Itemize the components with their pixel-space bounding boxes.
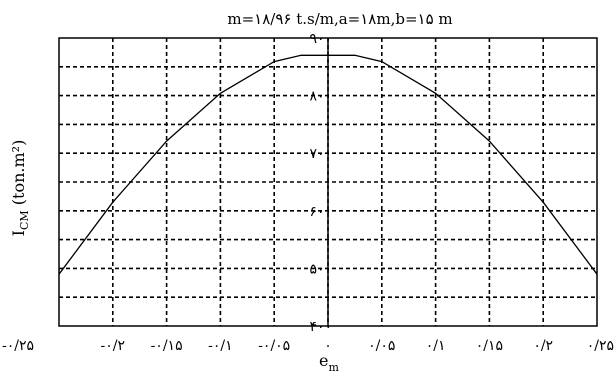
y-tick-labels: ۴۰۰ ۵۰۰ ۶۰۰ ۷۰۰ ۸۰۰ ۹۰۰	[309, 31, 332, 335]
y-axis-label-units: (ton.m²)	[9, 140, 28, 211]
x-tick-label: -۰/۱۵	[151, 338, 183, 354]
series-line	[58, 54, 598, 275]
x-axis-label: em	[319, 351, 339, 374]
x-tick-label: -۰/۱	[208, 338, 233, 354]
y-tick-label: ۵۰۰	[309, 261, 332, 277]
y-tick-label: ۸۰۰	[309, 89, 332, 105]
x-axis-label-sub: m	[329, 361, 340, 374]
y-tick-label: ۹۰۰	[309, 31, 332, 47]
x-tick-label: ۰	[324, 338, 332, 354]
x-tick-label: ۰/۱	[426, 338, 446, 354]
y-axis-label: ICM (ton.m²)	[9, 140, 31, 237]
x-tick-label: -۰/۰۵	[258, 338, 290, 354]
y-axis-label-main: I	[9, 230, 28, 236]
y-axis-label-sub: CM	[18, 210, 31, 230]
y-tick-label: ۴۰۰	[309, 319, 332, 335]
y-tick-label: ۶۰۰	[309, 204, 332, 220]
y-tick-label: ۷۰۰	[309, 146, 332, 162]
x-tick-label: -۰/۲۵	[2, 338, 34, 354]
x-tick-labels: -۰/۲۵ -۰/۲ -۰/۱۵ -۰/۱ -۰/۰۵ ۰ ۰/۰۵ ۰/۱ ۰/۱۵ ۰/۲ ۰/…	[2, 338, 614, 354]
x-tick-label: ۰/۲۵	[587, 338, 614, 354]
chart-title: m=۱۸/۹۶ t.s/m,a=۱۸m,b=۱۵ m	[227, 10, 452, 28]
x-tick-label: ۰/۰۵	[368, 338, 395, 354]
x-axis-label-main: e	[319, 351, 328, 370]
x-tick-label: -۰/۲	[101, 338, 126, 354]
x-tick-label: ۰/۱۵	[476, 338, 503, 354]
x-tick-label: ۰/۲	[533, 338, 553, 354]
